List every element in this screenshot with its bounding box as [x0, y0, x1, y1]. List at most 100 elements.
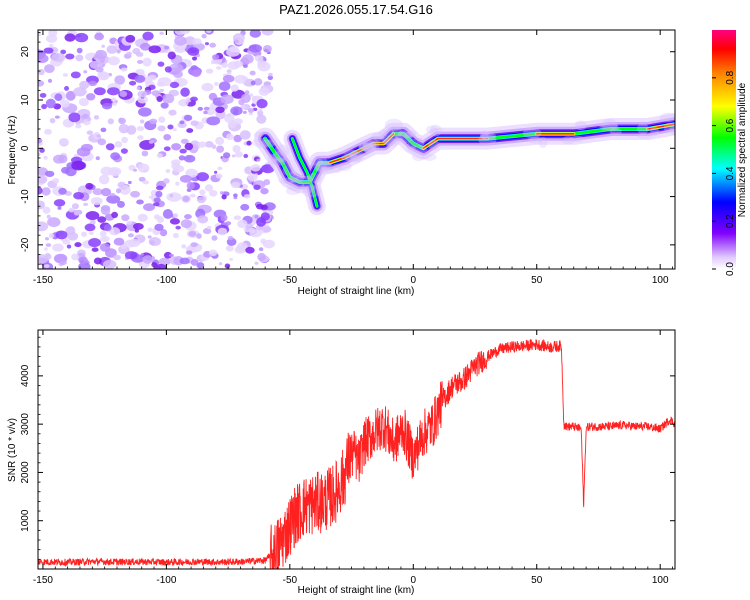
y-tick-label: 10 — [20, 94, 31, 106]
ridge-halo — [285, 186, 301, 196]
ridge-halo — [337, 162, 352, 172]
noise-blob — [226, 133, 234, 141]
noise-blob — [75, 54, 84, 62]
noise-blob — [163, 178, 170, 184]
noise-blob — [92, 132, 101, 140]
noise-blob — [231, 154, 236, 158]
ridge-peak-segment — [422, 137, 489, 150]
noise-blob — [184, 142, 194, 151]
ridge-halo — [538, 136, 548, 149]
snr-frame — [37, 329, 676, 570]
noise-blob — [229, 257, 234, 261]
noise-blob — [221, 194, 227, 200]
ridge-halo — [342, 149, 358, 156]
noise-blob — [258, 108, 263, 112]
noise-blob — [102, 259, 117, 269]
ridge-halo — [650, 126, 659, 137]
ridge-halo — [609, 127, 622, 136]
noise-blob — [218, 81, 231, 92]
noise-blob — [154, 223, 164, 231]
ridge-peak-segment — [363, 133, 395, 150]
y-tick-label: 0 — [20, 145, 31, 151]
noise-blob — [93, 257, 102, 265]
noise-blob — [190, 120, 199, 127]
noise-blob — [156, 152, 163, 159]
ridge-halo — [286, 180, 305, 191]
noise-blob — [45, 243, 52, 247]
noise-blob — [114, 141, 123, 148]
noise-blob — [183, 154, 196, 163]
noise-blob — [38, 200, 46, 210]
noise-blob — [38, 175, 48, 184]
noise-blob — [254, 55, 264, 62]
noise-blob — [44, 64, 55, 74]
noise-blob — [252, 107, 258, 111]
noise-blob — [164, 66, 172, 73]
ridge-halo — [310, 158, 324, 166]
ridge-halo — [272, 151, 287, 162]
noise-blob — [232, 118, 243, 125]
noise-blob — [206, 225, 212, 230]
noise-blob — [48, 30, 58, 37]
noise-blob — [167, 51, 176, 60]
noise-blob — [119, 90, 128, 97]
noise-blob — [201, 82, 214, 92]
noise-blob — [189, 193, 196, 198]
noise-blob — [107, 118, 114, 125]
ridge-halo — [359, 142, 375, 152]
colorbar-tick-label: 0.2 — [725, 214, 736, 228]
noise-blob — [217, 227, 228, 236]
noise-blob — [158, 257, 171, 266]
noise-blob — [46, 214, 51, 219]
noise-blob — [257, 252, 266, 262]
noise-blob — [83, 70, 88, 74]
ridge-halo — [341, 153, 361, 162]
noise-blob — [101, 44, 106, 48]
noise-blob — [169, 81, 180, 89]
spectrogram-x-axis: -150 -100 -50 0 50 100 — [33, 30, 673, 286]
noise-blob — [38, 152, 41, 157]
ridge-halo — [383, 137, 397, 146]
noise-blob — [59, 138, 69, 146]
ridge-halo — [289, 170, 299, 182]
noise-blob — [45, 34, 58, 43]
noise-blob — [142, 255, 153, 264]
noise-blob — [73, 191, 85, 200]
noise-blob — [191, 69, 202, 77]
noise-blob — [133, 168, 138, 172]
x-tick-label: 50 — [531, 275, 543, 286]
noise-blob — [243, 64, 248, 68]
noise-blob — [52, 177, 60, 184]
noise-blob — [54, 115, 60, 119]
noise-blob — [214, 170, 218, 174]
noise-blob — [215, 173, 223, 179]
colorbar-label: Normalized spectral amplitude — [737, 82, 748, 217]
noise-blob — [186, 128, 194, 133]
noise-blob — [48, 44, 54, 48]
noise-blob — [174, 36, 187, 46]
noise-blob — [132, 222, 144, 230]
noise-blob — [52, 243, 64, 252]
noise-blob — [254, 261, 259, 265]
noise-blob — [65, 53, 75, 60]
x-tick-label: -100 — [156, 575, 176, 586]
noise-blob — [86, 130, 94, 135]
noise-blob — [168, 253, 174, 257]
noise-blob — [268, 72, 273, 77]
ridge-halo — [381, 135, 401, 147]
noise-blob — [136, 199, 144, 205]
ridge-peak-segment — [328, 147, 365, 164]
noise-blob — [62, 73, 69, 77]
noise-blob — [111, 102, 117, 106]
ridge-halo — [407, 138, 417, 150]
noise-blob — [171, 159, 181, 166]
noise-blob — [158, 116, 166, 123]
noise-blob — [41, 187, 51, 196]
noise-blob — [260, 238, 267, 245]
x-tick-label: -100 — [156, 275, 176, 286]
noise-blob — [172, 232, 179, 239]
colorbar-tick-label: 0.6 — [725, 118, 736, 132]
ridge-halo — [412, 152, 426, 162]
noise-blob — [44, 128, 52, 135]
spectrogram-frame — [37, 29, 676, 270]
